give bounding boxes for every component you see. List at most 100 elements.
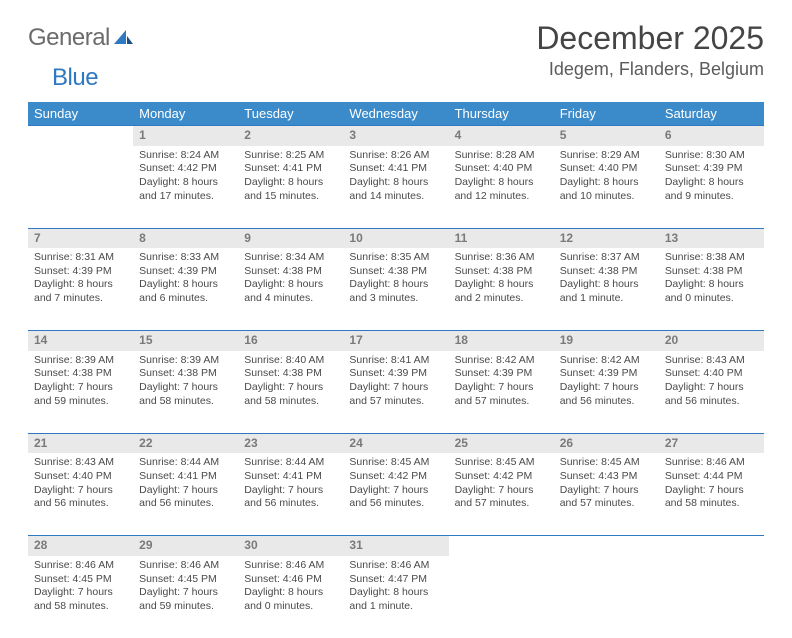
sunset-text: Sunset: 4:39 PM: [665, 162, 758, 176]
daylight-text: Daylight: 7 hours and 56 minutes.: [560, 381, 653, 408]
day-content-row: Sunrise: 8:24 AMSunset: 4:42 PMDaylight:…: [28, 146, 764, 229]
daylight-text: Daylight: 8 hours and 12 minutes.: [455, 176, 548, 203]
sunrise-text: Sunrise: 8:46 AM: [34, 559, 127, 573]
sunset-text: Sunset: 4:38 PM: [244, 367, 337, 381]
sunset-text: Sunset: 4:38 PM: [139, 367, 232, 381]
sunrise-text: Sunrise: 8:33 AM: [139, 251, 232, 265]
day-cell: Sunrise: 8:26 AMSunset: 4:41 PMDaylight:…: [343, 146, 448, 229]
day-cell: Sunrise: 8:46 AMSunset: 4:44 PMDaylight:…: [659, 453, 764, 536]
sunset-text: Sunset: 4:45 PM: [139, 573, 232, 587]
sunset-text: Sunset: 4:38 PM: [560, 265, 653, 279]
sunset-text: Sunset: 4:38 PM: [349, 265, 442, 279]
title-block: December 2025 Idegem, Flanders, Belgium: [536, 20, 764, 80]
day-header: Monday: [133, 102, 238, 126]
day-number: 14: [28, 331, 133, 351]
sunset-text: Sunset: 4:41 PM: [139, 470, 232, 484]
sunrise-text: Sunrise: 8:34 AM: [244, 251, 337, 265]
daylight-text: Daylight: 7 hours and 59 minutes.: [139, 586, 232, 613]
sunrise-text: Sunrise: 8:29 AM: [560, 149, 653, 163]
sunset-text: Sunset: 4:47 PM: [349, 573, 442, 587]
day-cell: Sunrise: 8:28 AMSunset: 4:40 PMDaylight:…: [449, 146, 554, 229]
day-number: 4: [449, 126, 554, 146]
day-number: 3: [343, 126, 448, 146]
sunrise-text: Sunrise: 8:43 AM: [34, 456, 127, 470]
day-number: 11: [449, 228, 554, 248]
sunrise-text: Sunrise: 8:26 AM: [349, 149, 442, 163]
sunset-text: Sunset: 4:40 PM: [665, 367, 758, 381]
daylight-text: Daylight: 7 hours and 58 minutes.: [244, 381, 337, 408]
sunrise-text: Sunrise: 8:44 AM: [139, 456, 232, 470]
day-header: Sunday: [28, 102, 133, 126]
daylight-text: Daylight: 7 hours and 57 minutes.: [560, 484, 653, 511]
calendar-header: SundayMondayTuesdayWednesdayThursdayFrid…: [28, 102, 764, 126]
daylight-text: Daylight: 8 hours and 2 minutes.: [455, 278, 548, 305]
sunrise-text: Sunrise: 8:46 AM: [244, 559, 337, 573]
day-cell: [554, 556, 659, 638]
daylight-text: Daylight: 8 hours and 0 minutes.: [665, 278, 758, 305]
sunset-text: Sunset: 4:39 PM: [34, 265, 127, 279]
day-header: Thursday: [449, 102, 554, 126]
sunset-text: Sunset: 4:42 PM: [349, 470, 442, 484]
daylight-text: Daylight: 8 hours and 7 minutes.: [34, 278, 127, 305]
day-number: 22: [133, 433, 238, 453]
day-cell: Sunrise: 8:36 AMSunset: 4:38 PMDaylight:…: [449, 248, 554, 331]
day-number: 7: [28, 228, 133, 248]
day-number: 25: [449, 433, 554, 453]
sunset-text: Sunset: 4:45 PM: [34, 573, 127, 587]
day-number: [449, 536, 554, 556]
sunset-text: Sunset: 4:38 PM: [244, 265, 337, 279]
sunset-text: Sunset: 4:46 PM: [244, 573, 337, 587]
sunrise-text: Sunrise: 8:24 AM: [139, 149, 232, 163]
day-cell: Sunrise: 8:45 AMSunset: 4:43 PMDaylight:…: [554, 453, 659, 536]
daylight-text: Daylight: 8 hours and 1 minute.: [560, 278, 653, 305]
day-content-row: Sunrise: 8:39 AMSunset: 4:38 PMDaylight:…: [28, 351, 764, 434]
day-cell: Sunrise: 8:46 AMSunset: 4:45 PMDaylight:…: [133, 556, 238, 638]
sunset-text: Sunset: 4:40 PM: [455, 162, 548, 176]
daylight-text: Daylight: 7 hours and 58 minutes.: [665, 484, 758, 511]
day-number: [554, 536, 659, 556]
daylight-text: Daylight: 7 hours and 58 minutes.: [34, 586, 127, 613]
sunset-text: Sunset: 4:38 PM: [34, 367, 127, 381]
day-number: 13: [659, 228, 764, 248]
sunrise-text: Sunrise: 8:44 AM: [244, 456, 337, 470]
day-cell: Sunrise: 8:30 AMSunset: 4:39 PMDaylight:…: [659, 146, 764, 229]
sunset-text: Sunset: 4:42 PM: [455, 470, 548, 484]
sunrise-text: Sunrise: 8:31 AM: [34, 251, 127, 265]
day-number: 15: [133, 331, 238, 351]
calendar-table: SundayMondayTuesdayWednesdayThursdayFrid…: [28, 102, 764, 638]
month-title: December 2025: [536, 20, 764, 57]
day-number: 27: [659, 433, 764, 453]
sunrise-text: Sunrise: 8:42 AM: [560, 354, 653, 368]
sunset-text: Sunset: 4:41 PM: [244, 162, 337, 176]
day-cell: Sunrise: 8:39 AMSunset: 4:38 PMDaylight:…: [28, 351, 133, 434]
sunrise-text: Sunrise: 8:36 AM: [455, 251, 548, 265]
sunset-text: Sunset: 4:38 PM: [455, 265, 548, 279]
daylight-text: Daylight: 8 hours and 15 minutes.: [244, 176, 337, 203]
day-cell: Sunrise: 8:24 AMSunset: 4:42 PMDaylight:…: [133, 146, 238, 229]
day-number: 16: [238, 331, 343, 351]
daylight-text: Daylight: 7 hours and 56 minutes.: [244, 484, 337, 511]
sunset-text: Sunset: 4:38 PM: [665, 265, 758, 279]
daylight-text: Daylight: 7 hours and 57 minutes.: [455, 381, 548, 408]
day-number-row: 14151617181920: [28, 331, 764, 351]
daylight-text: Daylight: 7 hours and 56 minutes.: [139, 484, 232, 511]
day-cell: Sunrise: 8:33 AMSunset: 4:39 PMDaylight:…: [133, 248, 238, 331]
day-header: Friday: [554, 102, 659, 126]
day-number: [28, 126, 133, 146]
day-cell: Sunrise: 8:38 AMSunset: 4:38 PMDaylight:…: [659, 248, 764, 331]
day-cell: Sunrise: 8:44 AMSunset: 4:41 PMDaylight:…: [238, 453, 343, 536]
daylight-text: Daylight: 8 hours and 10 minutes.: [560, 176, 653, 203]
day-cell: Sunrise: 8:45 AMSunset: 4:42 PMDaylight:…: [449, 453, 554, 536]
sunset-text: Sunset: 4:39 PM: [560, 367, 653, 381]
day-number: 8: [133, 228, 238, 248]
day-number: 20: [659, 331, 764, 351]
day-cell: Sunrise: 8:25 AMSunset: 4:41 PMDaylight:…: [238, 146, 343, 229]
sunrise-text: Sunrise: 8:39 AM: [139, 354, 232, 368]
day-number: 18: [449, 331, 554, 351]
day-cell: Sunrise: 8:46 AMSunset: 4:46 PMDaylight:…: [238, 556, 343, 638]
day-number: [659, 536, 764, 556]
day-cell: Sunrise: 8:43 AMSunset: 4:40 PMDaylight:…: [659, 351, 764, 434]
sunrise-text: Sunrise: 8:30 AM: [665, 149, 758, 163]
daylight-text: Daylight: 8 hours and 6 minutes.: [139, 278, 232, 305]
sunset-text: Sunset: 4:40 PM: [560, 162, 653, 176]
